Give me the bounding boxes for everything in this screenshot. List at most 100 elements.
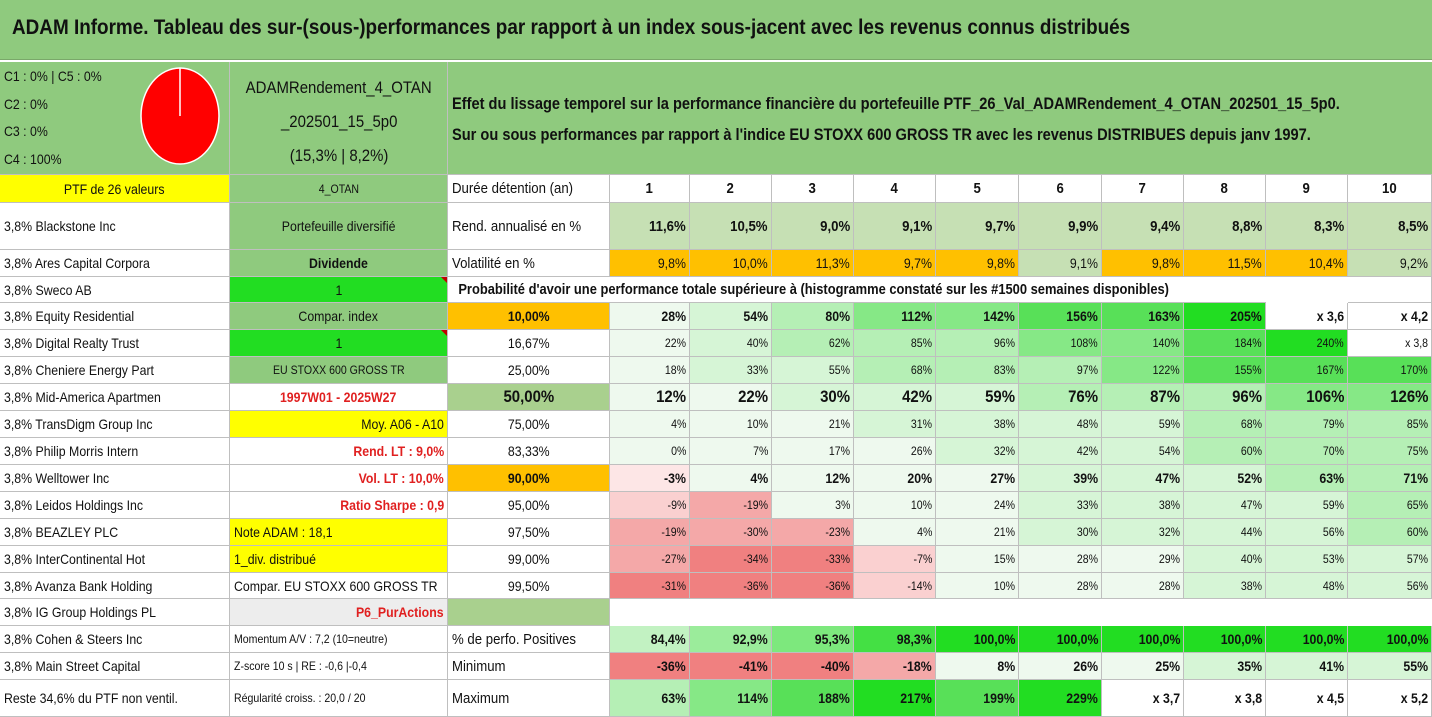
percentile-value-cell: 17% [772,438,854,465]
info-cell: Régularité croiss. : 20,0 / 20 [230,680,448,717]
stat-value-cell: 100,0% [936,626,1019,653]
stat-value-cell: x 3,7 [1102,680,1184,717]
holding-cell: 3,8% Mid-America Apartmen [0,384,230,411]
percentile-value-cell: 52% [1184,465,1266,492]
stat-value-cell: -18% [854,653,936,680]
info-cell: Compar. EU STOXX 600 GROSS TR [230,573,448,599]
percentile-value-cell: 20% [854,465,936,492]
percentile-value-cell: 4% [854,519,936,546]
percentile-value-cell: x 4,2 [1348,303,1432,330]
percentile-label-cell: 83,33% [448,438,610,465]
year-header-cell: 6 [1019,175,1102,203]
percentile-value-cell: 65% [1348,492,1432,519]
stat-value-cell: 98,3% [854,626,936,653]
percentile-value-cell: 24% [936,492,1019,519]
percentile-value-cell: 28% [1019,573,1102,599]
stat-value-cell: x 5,2 [1348,680,1432,717]
holding-cell: 3,8% BEAZLEY PLC [0,519,230,546]
holding-cell: 3,8% TransDigm Group Inc [0,411,230,438]
description-block: Effet du lissage temporel sur la perform… [448,62,1432,175]
title-bar: ADAM Informe. Tableau des sur-(sous-)per… [0,0,1432,60]
rend-value-cell: 8,5% [1348,203,1432,250]
allocation-legend: C1 : 0% | C5 : 0% C2 : 0% C3 : 0% C4 : 1… [0,62,230,175]
percentile-value-cell: 126% [1348,384,1432,411]
stat-value-cell: x 3,8 [1184,680,1266,717]
percentile-value-cell: 10% [690,411,772,438]
legend-line: C3 : 0% [4,123,48,139]
year-header-cell: 7 [1102,175,1184,203]
stat-value-cell: -40% [772,653,854,680]
percentile-value-cell: 142% [936,303,1019,330]
holding-cell: 3,8% Cheniere Energy Part [0,357,230,384]
percentile-value-cell: 3% [772,492,854,519]
stat-label-cell: % de perfo. Positives [448,626,610,653]
percentile-value-cell: 22% [690,384,772,411]
percentile-value-cell: 205% [1184,303,1266,330]
stat-value-cell: 188% [772,680,854,717]
percentile-value-cell: 26% [854,438,936,465]
percentile-value-cell: 140% [1102,330,1184,357]
percentile-value-cell: 97% [1019,357,1102,384]
percentile-value-cell: 63% [1266,465,1348,492]
stat-label-cell: Minimum [448,653,610,680]
stat-value-cell: 114% [690,680,772,717]
percentile-value-cell: -36% [772,573,854,599]
percentile-value-cell: 60% [1348,519,1432,546]
stat-value-cell: 100,0% [1184,626,1266,653]
vol-value-cell: 10,4% [1266,250,1348,277]
vol-value-cell: 9,2% [1348,250,1432,277]
percentile-value-cell: 155% [1184,357,1266,384]
info-cell: 1 [230,277,448,303]
stat-value-cell: 26% [1019,653,1102,680]
percentile-value-cell: 42% [854,384,936,411]
year-header-cell: 8 [1184,175,1266,203]
rend-value-cell: 9,4% [1102,203,1184,250]
stat-value-cell: 100,0% [1102,626,1184,653]
info-cell: Note ADAM : 18,1 [230,519,448,546]
empty-cell [1348,277,1432,303]
vol-value-cell: 9,8% [936,250,1019,277]
portfolio-perf-line: (15,3% | 8,2%) [289,146,389,165]
percentile-value-cell: 56% [1266,519,1348,546]
percentile-value-cell: 0% [610,438,690,465]
stat-value-cell: 8% [936,653,1019,680]
probability-header: Probabilité d'avoir une performance tota… [448,277,1266,303]
description-line: Effet du lissage temporel sur la perform… [452,94,1340,113]
percentile-label-cell: 10,00% [448,303,610,330]
percentile-value-cell: 38% [1184,573,1266,599]
percentile-value-cell: 30% [772,384,854,411]
percentile-value-cell: 83% [936,357,1019,384]
stat-value-cell: 199% [936,680,1019,717]
info-cell: Compar. index [230,303,448,330]
ptf-header-cell: PTF de 26 valeurs [0,175,230,203]
percentile-label-cell: 99,00% [448,546,610,573]
year-header-cell: 3 [772,175,854,203]
vol-label-cell: Volatilité en % [448,250,610,277]
percentile-value-cell: 10% [854,492,936,519]
percentile-value-cell: 12% [610,384,690,411]
percentile-value-cell: -3% [610,465,690,492]
percentile-value-cell: 32% [1102,519,1184,546]
holding-cell: 3,8% Equity Residential [0,303,230,330]
info-cell: Rend. LT : 9,0% [230,438,448,465]
percentile-value-cell: 59% [936,384,1019,411]
percentile-value-cell: 75% [1348,438,1432,465]
comment-marker-icon [441,277,447,283]
percentile-value-cell: -23% [772,519,854,546]
percentile-value-cell: 4% [610,411,690,438]
percentile-value-cell: 80% [772,303,854,330]
percentile-value-cell: 47% [1102,465,1184,492]
percentile-value-cell: 31% [854,411,936,438]
percentile-value-cell: -9% [610,492,690,519]
portfolio-name-line: ADAMRendement_4_OTAN [246,78,432,97]
stat-value-cell: 84,4% [610,626,690,653]
stat-value-cell: 95,3% [772,626,854,653]
percentile-value-cell: 170% [1348,357,1432,384]
percentile-value-cell: 68% [854,357,936,384]
info-cell: 1997W01 - 2025W27 [230,384,448,411]
rend-value-cell: 9,7% [936,203,1019,250]
info-cell: 1_div. distribué [230,546,448,573]
stat-value-cell: 217% [854,680,936,717]
year-header-cell: 5 [936,175,1019,203]
percentile-value-cell: 62% [772,330,854,357]
